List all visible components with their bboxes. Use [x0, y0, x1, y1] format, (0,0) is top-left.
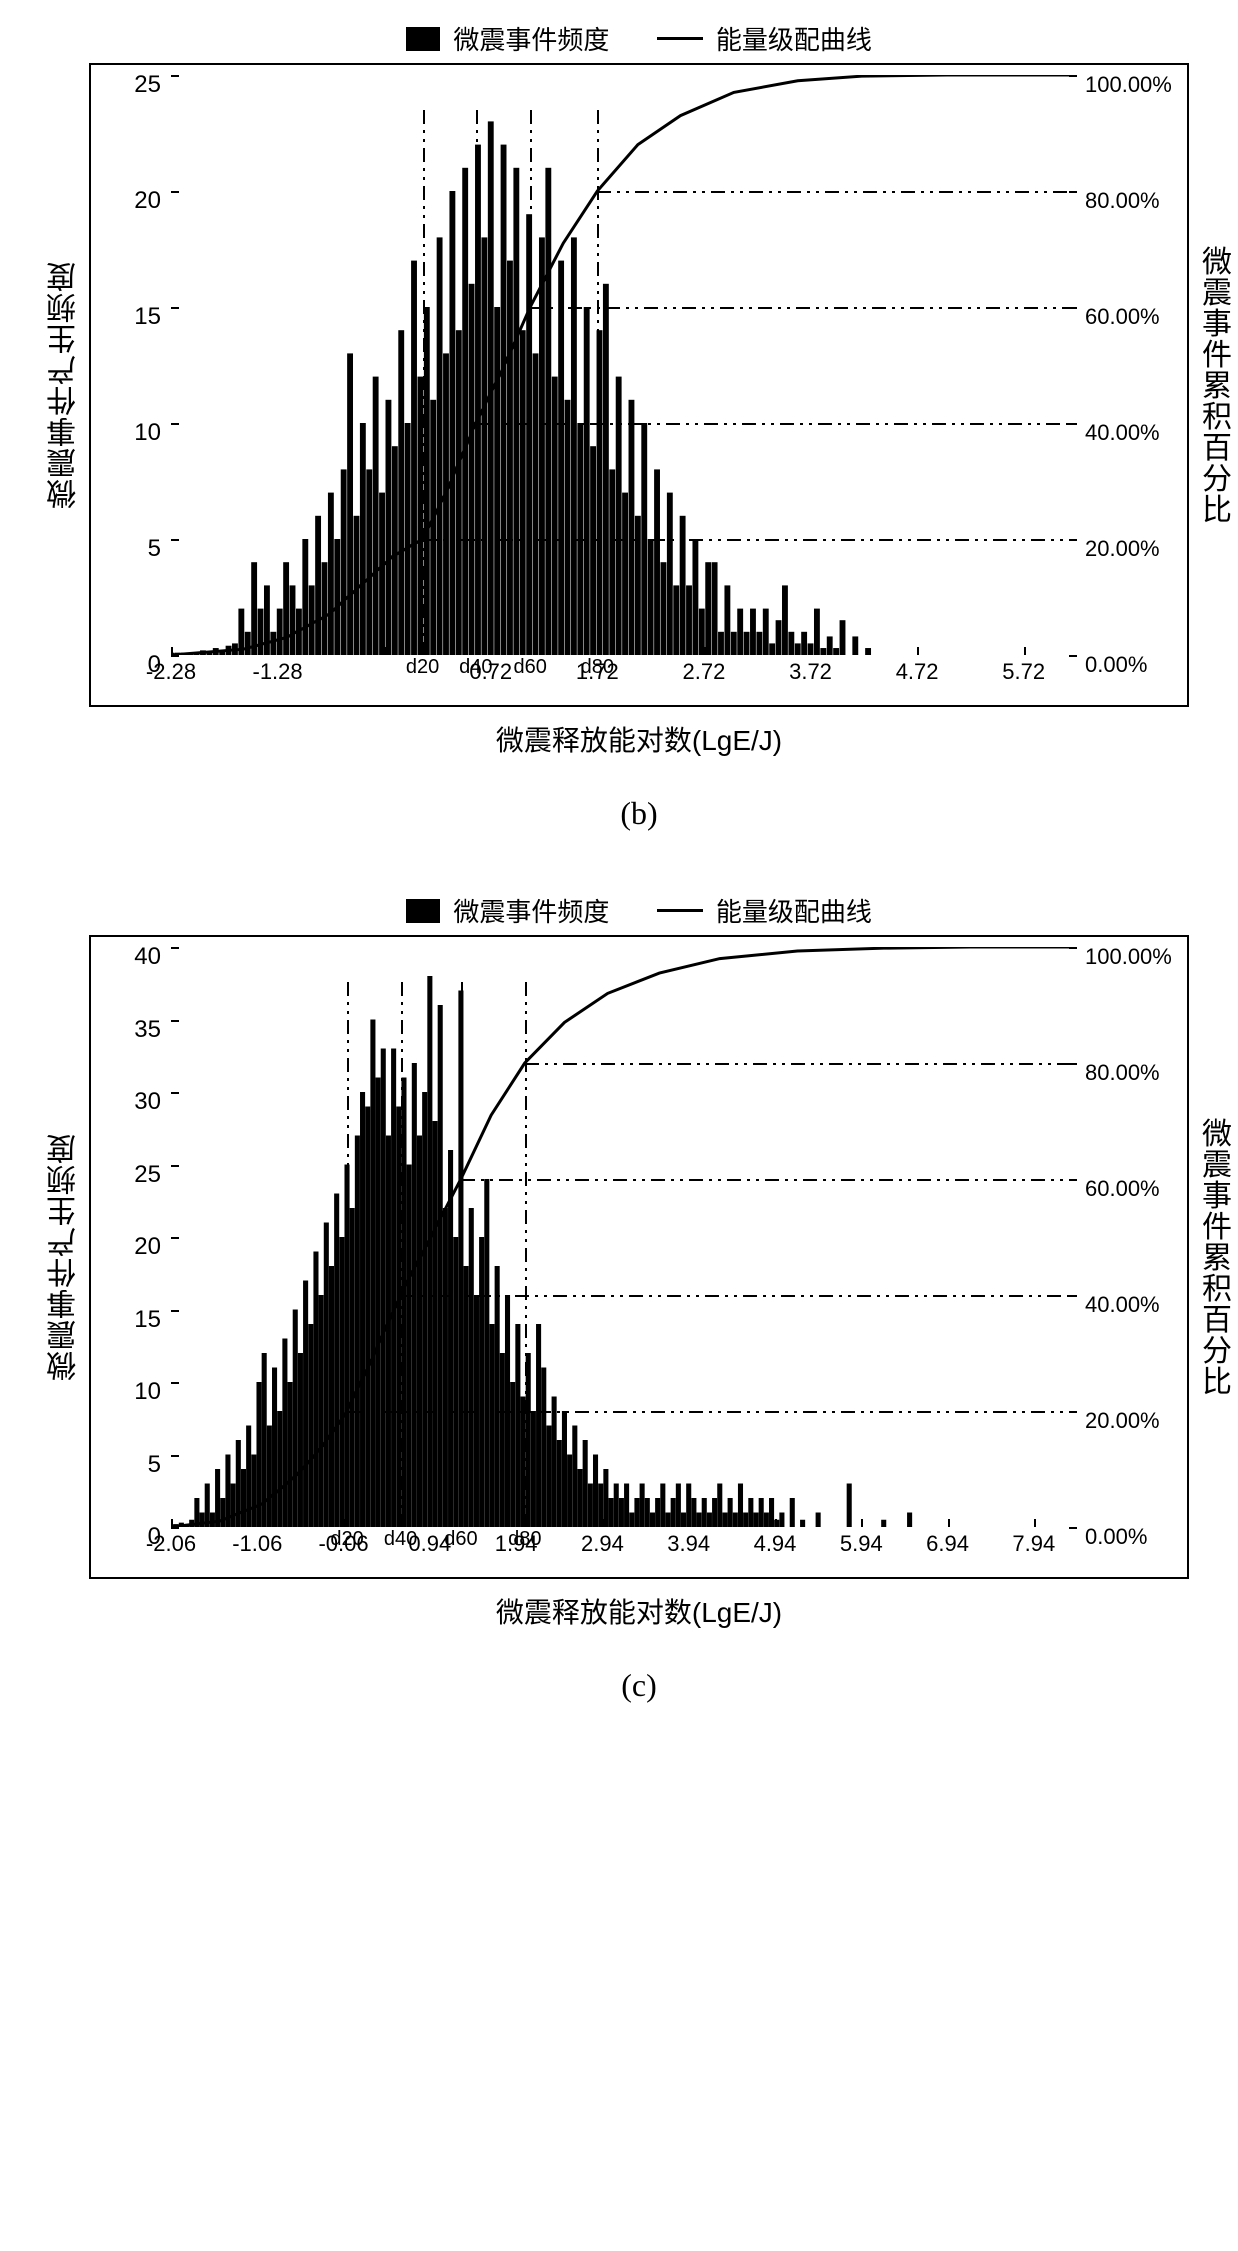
legend-bar-icon	[406, 899, 440, 923]
d-marker-label: d40	[459, 656, 492, 679]
d-marker-line	[461, 982, 463, 1527]
ref-line-h	[530, 307, 1077, 309]
legend-bar-label: 微震事件频度	[453, 25, 609, 55]
d-marker-label: d80	[508, 1528, 541, 1551]
d-marker-label: d40	[384, 1528, 417, 1551]
sub-caption-c: (c)	[89, 1667, 1189, 1704]
d-marker-line	[476, 110, 478, 655]
d-marker-line	[347, 982, 349, 1527]
d-marker-label: d60	[514, 656, 547, 679]
plot-frame-c: 0510152025303540 0.00%20.00%40.00%60.00%…	[89, 935, 1189, 1579]
chart-b: 微震事件频度 能量级配曲线 0510152025 0.00%20.00%40.0…	[89, 20, 1189, 832]
d-marker-line	[530, 110, 532, 655]
legend-line-label: 能量级配曲线	[716, 25, 872, 55]
y-left-label: 微震事件产生频度	[43, 261, 87, 509]
d-marker-line	[401, 982, 403, 1527]
plot-area-c	[171, 947, 1077, 1527]
d-marker-line	[597, 110, 599, 655]
curve-svg-b	[171, 75, 1077, 655]
chart-c: 微震事件频度 能量级配曲线 0510152025303540 0.00%20.0…	[89, 892, 1189, 1704]
curve-svg-c	[171, 947, 1077, 1527]
plot-frame-b: 0510152025 0.00%20.00%40.00%60.00%80.00%…	[89, 63, 1189, 707]
ref-line-h	[476, 423, 1077, 425]
y-right-ticks-b: 0.00%20.00%40.00%60.00%80.00%100.00%	[1079, 75, 1187, 655]
ref-line-h	[597, 191, 1077, 193]
y-left-ticks-c: 0510152025303540	[91, 947, 169, 1527]
legend-bar-label: 微震事件频度	[453, 897, 609, 927]
legend-line-icon	[657, 909, 703, 912]
legend-line-label: 能量级配曲线	[716, 897, 872, 927]
x-axis-label: 微震释放能对数(LgE/J)	[89, 719, 1189, 759]
legend-bar-icon	[406, 27, 440, 51]
sub-caption-b: (b)	[89, 795, 1189, 832]
legend: 微震事件频度 能量级配曲线	[89, 892, 1189, 929]
legend-line-icon	[657, 37, 703, 40]
ref-line-h	[423, 539, 1077, 541]
d-marker-label: d20	[406, 656, 439, 679]
y-right-label: 微震事件累积百分比	[1191, 1118, 1235, 1397]
ref-line-h	[347, 1411, 1077, 1413]
d-marker-line	[525, 982, 527, 1527]
d-marker-label: d60	[444, 1528, 477, 1551]
legend: 微震事件频度 能量级配曲线	[89, 20, 1189, 57]
d-marker-label: d80	[581, 656, 614, 679]
plot-area-b	[171, 75, 1077, 655]
ref-line-h	[525, 1063, 1077, 1065]
y-right-label: 微震事件累积百分比	[1191, 246, 1235, 525]
y-left-label: 微震事件产生频度	[43, 1133, 87, 1381]
y-right-ticks-c: 0.00%20.00%40.00%60.00%80.00%100.00%	[1079, 947, 1187, 1527]
y-left-ticks-b: 0510152025	[91, 75, 169, 655]
ref-line-h	[401, 1295, 1077, 1297]
x-ticks-c: -2.06-1.06-0.060.941.942.943.944.945.946…	[171, 1529, 1077, 1577]
x-ticks-b: -2.28-1.280.721.722.723.724.725.72	[171, 657, 1077, 705]
ref-line-h	[461, 1179, 1077, 1181]
d-marker-line	[423, 110, 425, 655]
d-marker-label: d20	[330, 1528, 363, 1551]
x-axis-label: 微震释放能对数(LgE/J)	[89, 1591, 1189, 1631]
